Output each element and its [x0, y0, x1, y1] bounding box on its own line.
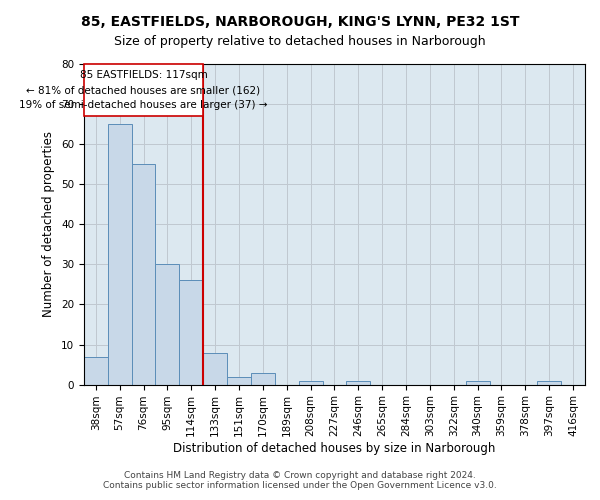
Bar: [179, 280, 203, 384]
Bar: [251, 372, 275, 384]
X-axis label: Distribution of detached houses by size in Narborough: Distribution of detached houses by size …: [173, 442, 496, 455]
Text: 19% of semi-detached houses are larger (37) →: 19% of semi-detached houses are larger (…: [19, 100, 268, 110]
Bar: [227, 376, 251, 384]
Bar: [203, 352, 227, 384]
Text: ← 81% of detached houses are smaller (162): ← 81% of detached houses are smaller (16…: [26, 85, 260, 95]
Text: 85, EASTFIELDS, NARBOROUGH, KING'S LYNN, PE32 1ST: 85, EASTFIELDS, NARBOROUGH, KING'S LYNN,…: [81, 15, 519, 29]
FancyBboxPatch shape: [84, 64, 203, 116]
Bar: [155, 264, 179, 384]
Bar: [299, 380, 323, 384]
Bar: [466, 380, 490, 384]
Y-axis label: Number of detached properties: Number of detached properties: [43, 132, 55, 318]
Bar: [131, 164, 155, 384]
Bar: [108, 124, 131, 384]
Bar: [84, 356, 108, 384]
Text: Size of property relative to detached houses in Narborough: Size of property relative to detached ho…: [114, 35, 486, 48]
Text: 85 EASTFIELDS: 117sqm: 85 EASTFIELDS: 117sqm: [80, 70, 208, 81]
Bar: [537, 380, 561, 384]
Text: Contains HM Land Registry data © Crown copyright and database right 2024.
Contai: Contains HM Land Registry data © Crown c…: [103, 470, 497, 490]
Bar: [346, 380, 370, 384]
